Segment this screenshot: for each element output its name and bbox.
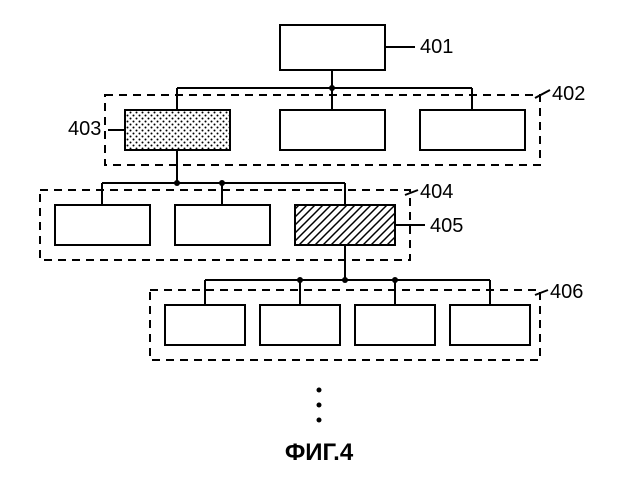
node-406a bbox=[165, 305, 245, 345]
node-403 bbox=[125, 110, 230, 150]
vertical-ellipsis bbox=[317, 388, 322, 423]
node-402b bbox=[280, 110, 385, 150]
label-406: 406 bbox=[550, 281, 583, 303]
figure-caption: ФИГ.4 bbox=[285, 439, 354, 466]
node-406d bbox=[450, 305, 530, 345]
node-404b bbox=[175, 205, 270, 245]
label-403: 403 bbox=[68, 118, 101, 140]
edges-l3-l4 bbox=[205, 245, 490, 305]
label-404: 404 bbox=[420, 181, 453, 203]
node-402c bbox=[420, 110, 525, 150]
label-401: 401 bbox=[420, 36, 453, 58]
node-401 bbox=[280, 25, 385, 70]
edges-l1-l2 bbox=[177, 70, 472, 110]
label-402: 402 bbox=[552, 83, 585, 105]
node-404a bbox=[55, 205, 150, 245]
edges-l2-l3 bbox=[102, 150, 345, 205]
label-405: 405 bbox=[430, 215, 463, 237]
node-405 bbox=[295, 205, 395, 245]
node-406b bbox=[260, 305, 340, 345]
node-406c bbox=[355, 305, 435, 345]
